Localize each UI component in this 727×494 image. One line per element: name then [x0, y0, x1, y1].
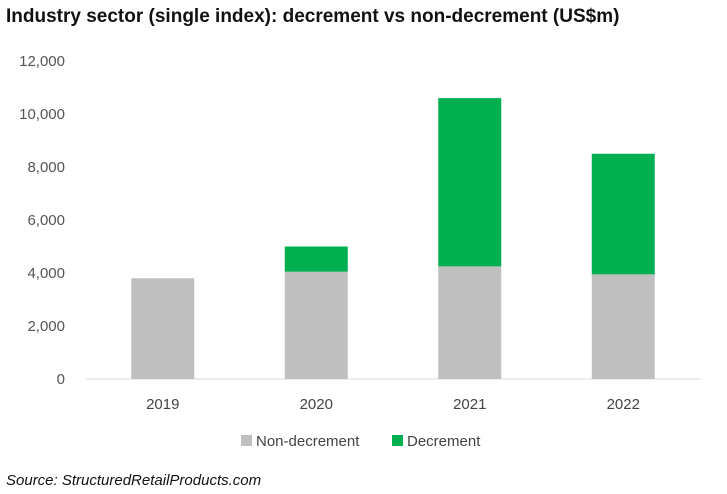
bar-non-decrement-2022 — [591, 274, 655, 379]
y-tick-label: 6,000 — [27, 212, 65, 229]
source-note: Source: StructuredRetailProducts.com — [6, 472, 262, 489]
y-tick-label: 0 — [57, 371, 65, 388]
bar-non-decrement-2019 — [131, 278, 195, 379]
bar-non-decrement-2020 — [284, 271, 348, 379]
y-tick-label: 4,000 — [27, 265, 65, 282]
legend-label-decrement: Decrement — [407, 433, 481, 450]
chart-title: Industry sector (single index): decremen… — [6, 6, 620, 27]
x-tick-label: 2019 — [146, 396, 179, 413]
bar-decrement-2020 — [284, 246, 348, 272]
legend: Non-decrement Decrement — [241, 433, 481, 450]
legend-swatch-non-decrement — [241, 435, 252, 446]
y-tick-label: 2,000 — [27, 318, 65, 335]
y-tick-label: 10,000 — [19, 106, 65, 123]
bar-non-decrement-2021 — [438, 266, 502, 379]
x-tick-label: 2020 — [300, 396, 333, 413]
legend-swatch-decrement — [392, 435, 403, 446]
bar-decrement-2021 — [438, 98, 502, 267]
y-tick-label: 12,000 — [19, 53, 65, 70]
x-axis: 2019 2020 2021 2022 — [146, 396, 640, 413]
y-tick-label: 8,000 — [27, 159, 65, 176]
x-tick-label: 2021 — [453, 396, 486, 413]
x-tick-label: 2022 — [607, 396, 640, 413]
bar-decrement-2022 — [591, 153, 655, 275]
y-axis: 0 2,000 4,000 6,000 8,000 10,000 12,000 — [19, 53, 65, 388]
legend-label-non-decrement: Non-decrement — [256, 433, 360, 450]
bars — [131, 98, 655, 379]
